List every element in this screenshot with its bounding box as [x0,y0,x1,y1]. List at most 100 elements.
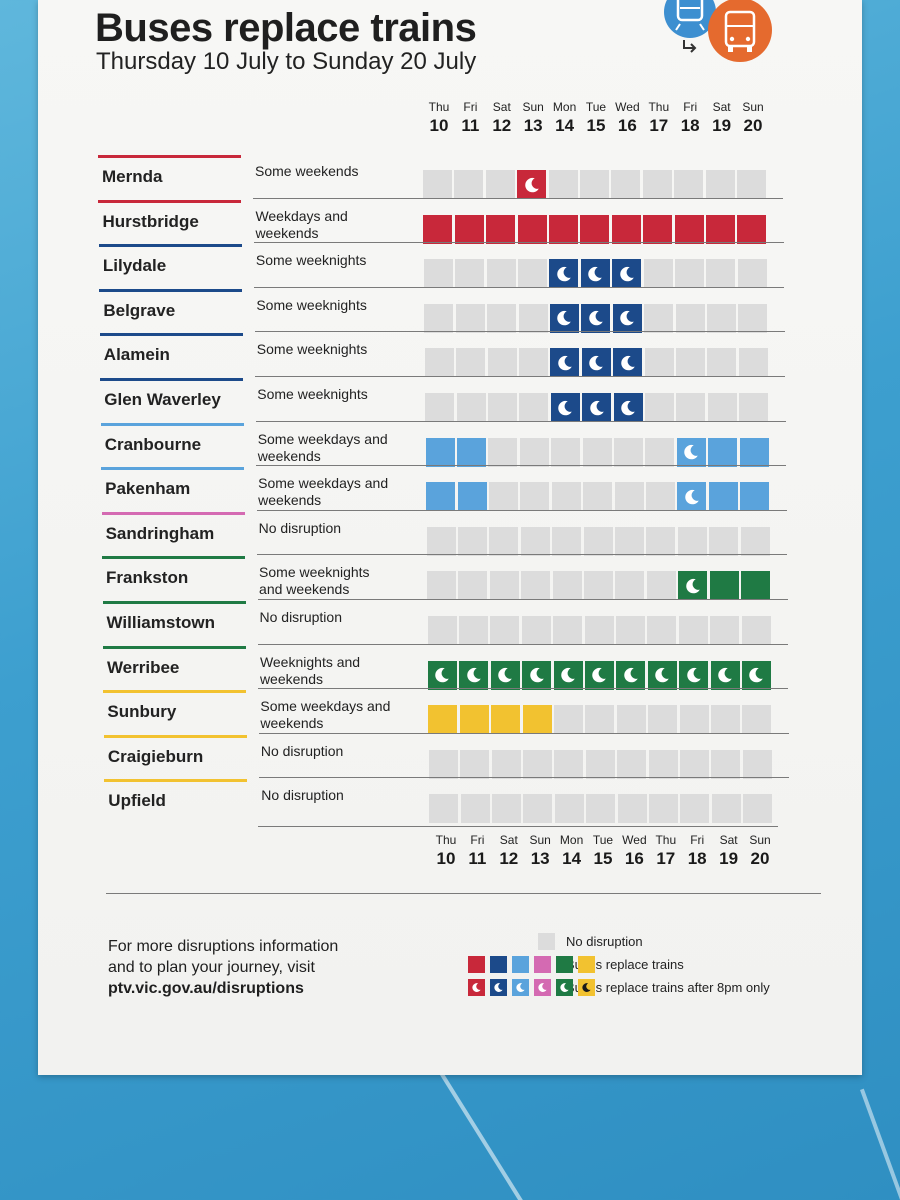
day-cell-no-disruption [455,303,485,333]
line-description: No disruption [261,787,344,804]
disruptions-link[interactable]: ptv.vic.gov.au/disruptions [108,980,304,997]
line-color-bar [99,288,243,292]
row-divider [254,286,785,288]
poster-title: Buses replace trains [95,6,477,50]
moon-icon [558,400,573,415]
day-cell-no-disruption [457,526,487,556]
legend-swatch-night [490,979,507,996]
day-date: 11 [461,116,480,135]
day-header: Tue 15 [580,100,612,136]
day-name: Thu [648,100,670,114]
line-description: Some weekdays and weekends [258,475,389,509]
day-date: 16 [624,849,644,868]
day-cell-no-disruption [647,616,677,645]
line-color-bar [101,467,245,471]
day-header: Sat 12 [486,100,518,136]
day-cell-no-disruption [455,259,485,289]
line-row-sunbury: Sunbury Some weekdays and weekends [103,688,789,735]
moon-icon [435,667,450,683]
moon-icon [557,266,571,281]
row-divider [257,599,788,600]
day-cell-no-disruption [646,571,676,601]
day-date: 20 [743,116,763,135]
day-header: Sun 20 [737,100,769,136]
moon-icon [589,355,604,371]
day-cell-buses-after-8pm [581,303,611,333]
day-cell-buses [740,482,770,512]
line-description: Some weeknights and weekends [259,564,370,598]
moon-icon [472,983,481,992]
day-cell-no-disruption [617,749,647,779]
board-stripe [440,1072,550,1200]
day-cell-buses [737,214,767,244]
day-name: Fri [690,833,705,847]
day-cell-no-disruption [519,437,549,467]
legend-after8: Buses replace trains after 8pm only [430,978,830,998]
day-cell-no-disruption [706,259,736,289]
day-name: Sun [742,100,764,114]
line-row-upfield: Upfield No disruption [104,777,790,824]
line-row-cranbourne: Cranbourne Some weekdays and weekends [100,420,786,467]
day-cell-no-disruption [490,616,520,645]
day-date: 17 [656,849,676,868]
day-date: 19 [712,116,732,135]
row-divider [258,732,789,734]
day-cell-buses [643,214,673,244]
line-description: No disruption [260,742,344,759]
day-cell-no-disruption [674,170,704,199]
day-name: Sun [522,100,544,114]
line-description: No disruption [258,519,342,536]
moon-icon [529,667,544,683]
day-cell-no-disruption [552,526,582,556]
divider [258,826,778,827]
line-color-bar [98,244,242,248]
day-cell-buses-after-8pm [517,170,547,199]
line-row-williamstown: Williamstown No disruption [102,599,788,645]
day-name: Thu [435,833,457,847]
day-date: 18 [687,849,707,868]
day-cell-no-disruption [675,303,705,333]
day-header: Sat 19 [713,833,745,869]
legend-swatch-night [534,979,551,996]
line-row-craigieburn: Craigieburn No disruption [103,732,789,779]
day-header: Mon 14 [556,833,588,869]
moon-icon [685,578,700,594]
poster-subtitle: Thursday 10 July to Sunday 20 July [96,48,477,75]
day-cell-no-disruption [424,348,454,378]
day-cell-no-disruption [680,749,710,779]
info-text: For more disruptions information and to … [108,936,338,999]
day-cell-no-disruption [492,794,522,824]
day-cell-buses-after-8pm [584,660,614,690]
legend: No disruption Buses replace trains Buses… [430,932,830,1002]
day-cell-no-disruption [680,794,710,824]
day-cell-no-disruption [582,437,612,467]
day-cell-buses-after-8pm [612,259,642,289]
day-cell-buses [426,482,456,512]
line-row-werribee: Werribee Weeknights and weekends [102,643,788,690]
divider [106,893,821,894]
day-header: Wed 16 [611,100,643,136]
day-cell-no-disruption [617,794,647,824]
moon-icon [582,983,591,992]
day-cell-no-disruption [520,482,550,512]
train-bus-logo [664,0,772,62]
row-divider [254,331,785,333]
day-cell-no-disruption [428,749,458,779]
moon-icon [685,489,699,504]
day-cell-no-disruption [458,571,488,601]
day-cell-buses [580,214,610,244]
day-cell-buses-after-8pm [490,660,520,690]
day-cell-no-disruption [743,794,773,824]
day-cell-no-disruption [423,170,452,199]
day-cell-no-disruption [521,616,551,645]
line-description: Some weekdays and weekends [257,430,388,464]
line-description: No disruption [259,609,343,625]
line-color-bar [98,199,242,203]
day-cell-buses [708,437,738,467]
day-cell-buses-after-8pm [676,437,706,467]
day-cell-buses [674,214,704,244]
day-cell-no-disruption [675,348,705,378]
moon-icon [718,667,732,683]
day-cell-buses-after-8pm [582,393,612,422]
row-divider [255,376,786,377]
